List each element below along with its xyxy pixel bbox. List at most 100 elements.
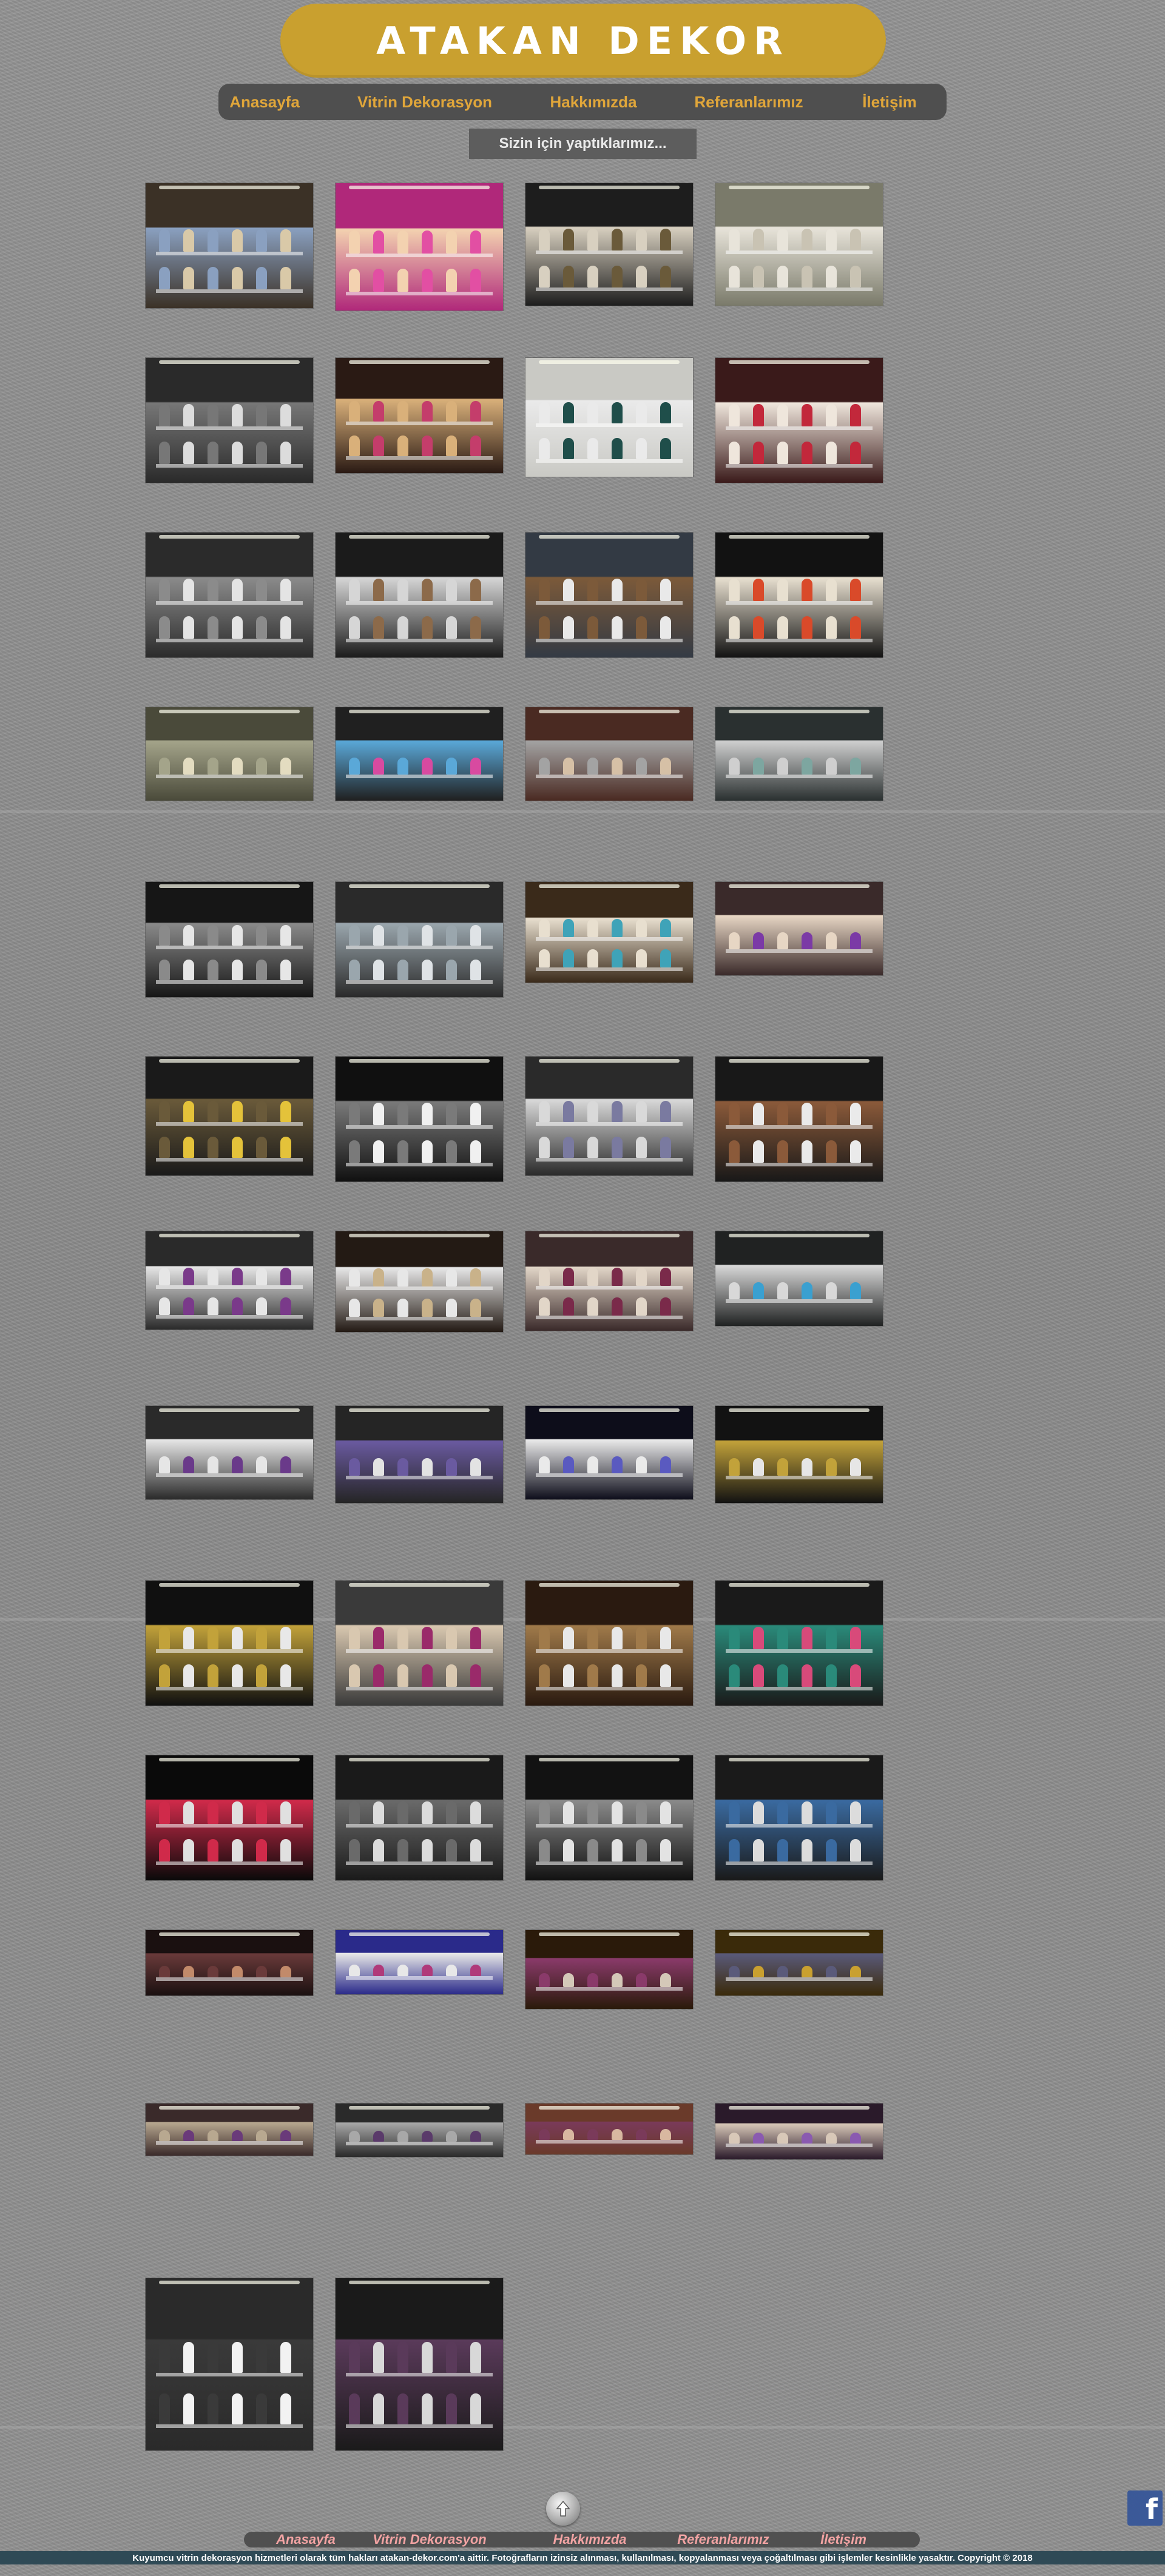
jewelry-bust: [446, 1268, 457, 1286]
footer-nav-home[interactable]: Anasayfa: [276, 2532, 336, 2547]
gallery-thumb[interactable]: [336, 707, 503, 801]
gallery-thumb[interactable]: [336, 882, 503, 997]
nav-showcase[interactable]: Vitrin Dekorasyon: [357, 93, 493, 111]
gallery-thumb[interactable]: [146, 1930, 313, 1996]
showcase-shelf: [155, 775, 303, 778]
gallery-thumb[interactable]: [525, 707, 693, 801]
jewelry-bust: [802, 758, 812, 775]
footer-nav-references[interactable]: Referanlarımız: [677, 2532, 769, 2547]
jewelry-bust: [587, 2129, 598, 2140]
nav-contact[interactable]: İletişim: [862, 93, 917, 111]
nav-references[interactable]: Referanlarımız: [694, 93, 803, 111]
gallery-thumb[interactable]: [336, 533, 503, 657]
back-to-top-button[interactable]: [546, 2492, 580, 2526]
gallery-thumb[interactable]: [715, 2104, 883, 2159]
gallery-thumb[interactable]: [525, 1930, 693, 2009]
gallery-thumb[interactable]: [146, 1581, 313, 1706]
gallery-thumb[interactable]: [146, 533, 313, 657]
jewelry-bust: [539, 438, 550, 459]
jewelry-bust: [183, 1268, 194, 1285]
showcase-light: [729, 1234, 870, 1237]
jewelry-bust: [349, 616, 360, 639]
gallery-thumb[interactable]: [146, 1057, 313, 1175]
gallery-thumb[interactable]: [715, 707, 883, 801]
jewelry-bust: [753, 1140, 764, 1163]
showcase-light: [729, 535, 870, 539]
jewelry-bust: [422, 435, 433, 456]
gallery-thumb[interactable]: [336, 1057, 503, 1182]
showcase-light: [349, 1059, 490, 1063]
jewelry-bust: [753, 932, 764, 949]
jewelry-bust: [446, 579, 457, 601]
gallery-thumb[interactable]: [715, 1930, 883, 1996]
gallery-thumb[interactable]: [336, 2278, 503, 2450]
jewelry-bust: [802, 229, 812, 251]
jewelry-bust: [802, 1801, 812, 1824]
gallery-thumb[interactable]: [336, 183, 503, 311]
gallery-thumb[interactable]: [525, 533, 693, 657]
gallery-thumb[interactable]: [715, 533, 883, 657]
gallery-thumb[interactable]: [525, 882, 693, 983]
gallery-thumb[interactable]: [146, 882, 313, 997]
jewelry-bust: [539, 919, 550, 937]
gallery-thumb[interactable]: [715, 1581, 883, 1706]
gallery-thumb[interactable]: [336, 1930, 503, 1994]
gallery-thumb[interactable]: [146, 183, 313, 308]
gallery-thumb[interactable]: [525, 1581, 693, 1706]
gallery-thumb[interactable]: [336, 1755, 503, 1880]
jewelry-bust: [563, 402, 574, 423]
jewelry-bust: [539, 229, 550, 251]
gallery-thumb[interactable]: [146, 2278, 313, 2450]
showcase-shelf: [535, 1122, 683, 1126]
gallery-thumb[interactable]: [146, 707, 313, 801]
jewelry-bust: [753, 404, 764, 426]
showcase-shelf: [155, 289, 303, 293]
gallery-thumb[interactable]: [336, 1581, 503, 1706]
jewelry-bust: [587, 1297, 598, 1316]
gallery-thumb[interactable]: [336, 1231, 503, 1332]
jewelry-bust: [256, 1664, 267, 1687]
nav-about[interactable]: Hakkımızda: [550, 93, 637, 111]
footer-nav-showcase[interactable]: Vitrin Dekorasyon: [373, 2532, 487, 2547]
jewelry-bust: [349, 1664, 360, 1687]
footer-nav-about[interactable]: Hakkımızda: [553, 2532, 627, 2547]
arrow-up-icon: [556, 2500, 570, 2517]
gallery-thumb[interactable]: [715, 1057, 883, 1182]
gallery-thumb[interactable]: [336, 358, 503, 473]
gallery-thumb[interactable]: [525, 1231, 693, 1331]
gallery-thumb[interactable]: [525, 2104, 693, 2154]
gallery-thumb[interactable]: [715, 1231, 883, 1326]
gallery-thumb[interactable]: [146, 2104, 313, 2156]
gallery-thumb[interactable]: [146, 1231, 313, 1330]
gallery-thumb[interactable]: [146, 1406, 313, 1499]
gallery-thumb[interactable]: [715, 358, 883, 483]
gallery-thumb[interactable]: [715, 882, 883, 975]
jewelry-bust: [660, 1268, 671, 1286]
gallery-thumb[interactable]: [525, 358, 693, 477]
gallery-thumb[interactable]: [525, 1057, 693, 1175]
gallery-thumb[interactable]: [146, 358, 313, 483]
jewelry-bust: [563, 1101, 574, 1122]
jewelry-bust: [729, 1103, 740, 1125]
showcase-shelf: [725, 1861, 873, 1865]
gallery-thumb[interactable]: [525, 1406, 693, 1499]
jewelry-bust: [159, 1456, 170, 1473]
gallery-thumb[interactable]: [715, 183, 883, 306]
jewelry-bust: [349, 269, 360, 292]
gallery-thumb[interactable]: [336, 1406, 503, 1503]
footer-nav-contact[interactable]: İletişim: [820, 2532, 866, 2547]
gallery-thumb[interactable]: [525, 1755, 693, 1880]
gallery-thumb[interactable]: [715, 1755, 883, 1880]
jewelry-bust: [397, 1103, 408, 1125]
jewelry-bust: [777, 616, 788, 639]
gallery-thumb[interactable]: [525, 183, 693, 306]
jewelry-bust: [587, 579, 598, 601]
gallery-thumb[interactable]: [146, 1755, 313, 1880]
gallery-thumb[interactable]: [715, 1406, 883, 1503]
nav-home[interactable]: Anasayfa: [229, 93, 300, 111]
gallery-thumb[interactable]: [336, 2104, 503, 2157]
showcase-shelf: [345, 422, 493, 425]
jewelry-bust: [612, 438, 623, 459]
jewelry-bust: [587, 1664, 598, 1687]
facebook-icon[interactable]: f: [1127, 2490, 1163, 2526]
